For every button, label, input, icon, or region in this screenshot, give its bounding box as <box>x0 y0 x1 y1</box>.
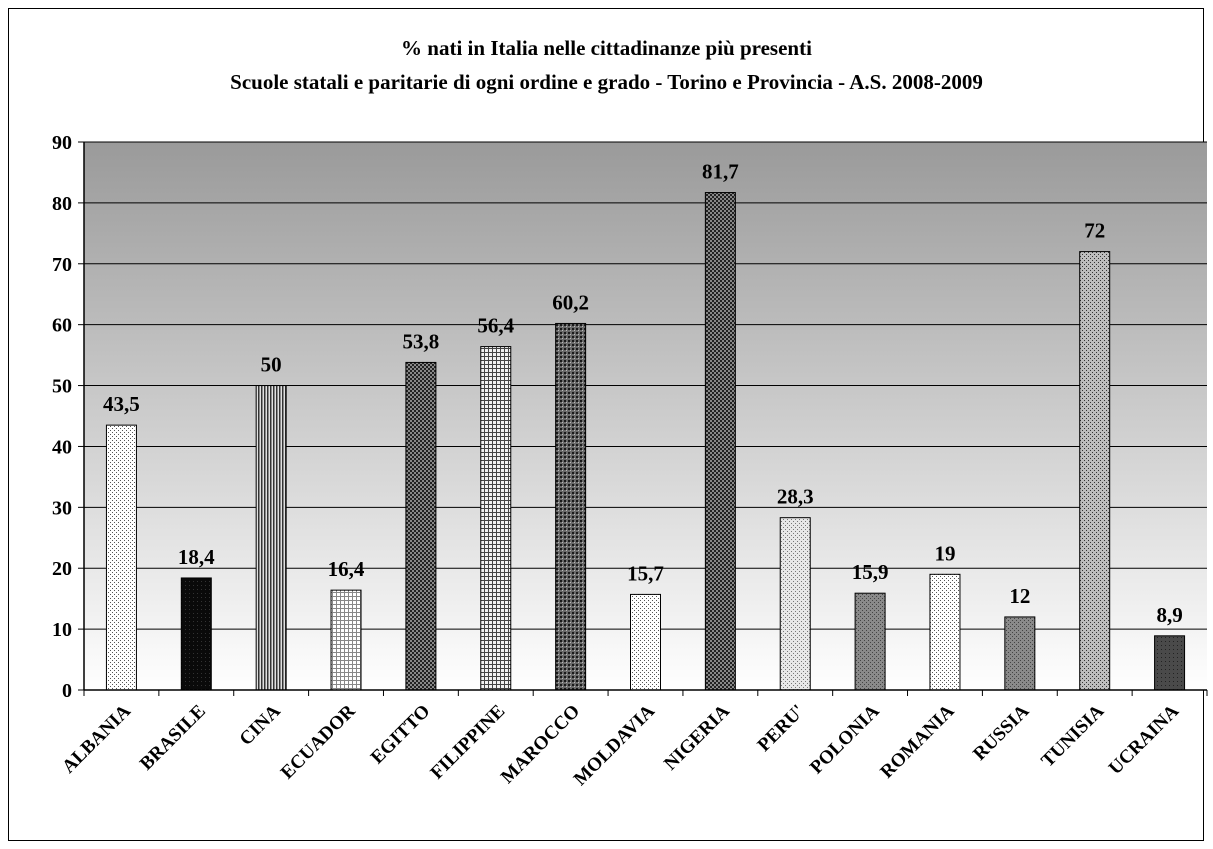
bar-romania <box>929 573 961 691</box>
data-label: 16,4 <box>328 557 365 581</box>
x-tick-label: MOLDAVIA <box>570 700 659 789</box>
chart-subtitle: Scuole statali e paritarie di ogni ordin… <box>230 70 983 94</box>
bar-filippine <box>480 346 512 691</box>
x-tick-label: PERU' <box>754 701 809 756</box>
y-tick-label: 70 <box>52 254 72 276</box>
bars: 43,5 18,4 50 16,4 53,8 56,4 60,2 15,7 81,7 28,3 15… <box>103 160 1186 691</box>
data-label: 15,7 <box>627 561 664 585</box>
y-tick-label: 60 <box>52 315 72 337</box>
data-label: 53,8 <box>403 329 440 353</box>
bar-nigeria <box>704 192 736 691</box>
bar-peru <box>779 517 811 691</box>
bar-russia <box>1004 616 1036 691</box>
data-label: 19 <box>934 541 955 565</box>
data-label: 56,4 <box>477 314 514 338</box>
y-tick-label: 40 <box>52 436 72 458</box>
bar-moldavia <box>630 593 661 691</box>
data-label: 43,5 <box>103 392 140 416</box>
bar-brasile <box>180 577 212 691</box>
bar-albania <box>105 424 137 691</box>
x-tick-label: BRASILE <box>136 701 210 775</box>
data-label: 8,9 <box>1156 603 1182 627</box>
y-tick-label: 10 <box>52 619 72 641</box>
y-tick-label: 30 <box>52 497 72 519</box>
y-tick-label: 50 <box>52 376 72 398</box>
data-label: 28,3 <box>777 485 814 509</box>
chart-title: % nati in Italia nelle cittadinanze più … <box>401 36 812 60</box>
y-tick-label: 80 <box>52 193 72 215</box>
data-label: 72 <box>1084 219 1105 243</box>
x-tick-label: UCRAINA <box>1105 700 1183 778</box>
data-label: 12 <box>1009 584 1030 608</box>
data-label: 60,2 <box>552 290 589 314</box>
y-tick-label: 0 <box>62 680 72 702</box>
data-label: 81,7 <box>702 160 739 184</box>
x-tick-label: ALBANIA <box>58 700 135 777</box>
x-tick-label: EGITTO <box>367 701 435 769</box>
y-tick-label: 20 <box>52 558 72 580</box>
data-label: 15,9 <box>852 560 889 584</box>
bar-polonia <box>854 592 886 691</box>
bar-ucraina <box>1154 635 1186 691</box>
x-tick-label: FILIPPINE <box>427 701 510 784</box>
x-tick-label: RUSSIA <box>969 700 1033 764</box>
x-tick-label: CINA <box>236 700 285 749</box>
y-tick-label: 90 <box>52 132 72 154</box>
x-tick-label: POLONIA <box>806 700 884 778</box>
data-label: 50 <box>261 353 282 377</box>
x-tick-label: NIGERIA <box>660 700 734 774</box>
x-tick-label: ROMANIA <box>876 700 958 782</box>
bar-tunisia <box>1079 251 1111 691</box>
bar-marocco <box>555 322 587 691</box>
x-tick-label: ECUADOR <box>277 700 360 783</box>
x-tick-label: TUNISIA <box>1037 700 1108 771</box>
bar-ecuador <box>330 589 362 691</box>
y-axis: 0 10 20 30 40 50 60 70 80 90 <box>52 132 85 702</box>
bar-cina <box>255 385 287 691</box>
data-label: 18,4 <box>178 545 215 569</box>
bar-egitto <box>405 361 437 691</box>
